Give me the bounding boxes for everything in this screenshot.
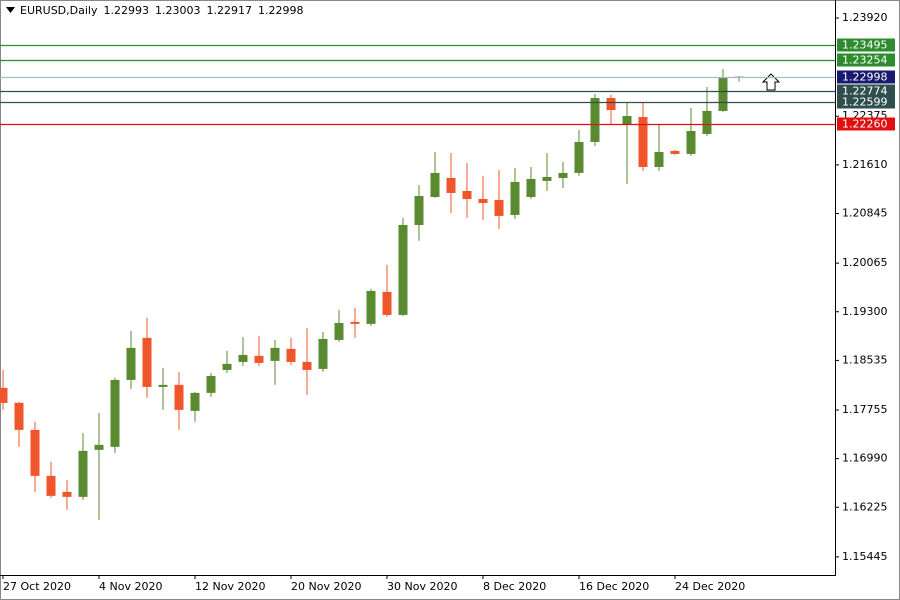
y-tick-label: 1.20845 <box>842 207 888 220</box>
candle-body <box>398 224 408 315</box>
candle-body <box>462 191 472 199</box>
candle-body <box>14 402 24 430</box>
candle-body <box>526 178 536 197</box>
candle-body <box>414 195 424 225</box>
candle-body <box>0 387 8 403</box>
menu-triangle <box>6 7 15 13</box>
candle-body <box>222 363 232 370</box>
candle-body <box>254 355 264 363</box>
candle-body <box>286 348 296 362</box>
y-tick-label: 1.18535 <box>842 353 888 366</box>
candle-body <box>158 384 168 387</box>
close: 1.22998 <box>257 4 304 17</box>
x-tick-label: 16 Dec 2020 <box>579 580 649 593</box>
candle-body <box>238 354 248 362</box>
candle-body <box>622 115 632 126</box>
level-label: 1.22599 <box>842 96 888 109</box>
x-tick-label: 8 Dec 2020 <box>483 580 546 593</box>
y-tick-label: 1.15445 <box>842 550 888 563</box>
level-label-bg <box>837 95 895 109</box>
x-tick-label: 12 Nov 2020 <box>195 580 265 593</box>
candle-body <box>702 110 712 134</box>
candle-body <box>718 76 728 111</box>
low: 1.22917 <box>206 4 252 17</box>
candle-body <box>382 291 392 315</box>
x-tick-label: 24 Dec 2020 <box>675 580 745 593</box>
candle-body <box>334 322 344 340</box>
x-tick-label: 30 Nov 2020 <box>387 580 457 593</box>
candle-body <box>174 384 184 410</box>
candle-body <box>574 141 584 173</box>
symbol: EURUSD,Daily <box>20 4 98 17</box>
candle-body <box>350 321 360 324</box>
open: 1.22993 <box>103 4 149 17</box>
candle-body <box>638 116 648 167</box>
level-label: 1.22774 <box>842 85 888 98</box>
candle-body <box>318 338 328 369</box>
candle-body <box>46 475 56 496</box>
candle-body <box>510 181 520 215</box>
y-tick-label: 1.23920 <box>842 11 888 24</box>
candle-body <box>62 491 72 497</box>
x-tick-label: 20 Nov 2020 <box>291 580 361 593</box>
y-tick-label: 1.17755 <box>842 403 888 416</box>
y-tick-label: 1.16225 <box>842 500 888 513</box>
candle-body <box>606 97 616 110</box>
candle-body <box>654 151 664 167</box>
candle-body <box>270 347 280 361</box>
candle-body <box>590 97 600 142</box>
level-label: 1.23495 <box>842 39 888 52</box>
y-tick-label: 1.21610 <box>842 158 888 171</box>
candle-body <box>142 337 152 387</box>
candle-body <box>558 172 568 178</box>
y-tick-label: 1.20065 <box>842 256 888 269</box>
level-label: 1.22998 <box>842 71 888 84</box>
level-label-bg <box>837 70 895 84</box>
level-label: 1.22260 <box>842 118 888 131</box>
x-tick-label: 4 Nov 2020 <box>99 580 162 593</box>
candle-body <box>126 347 136 380</box>
candle-body <box>110 379 120 447</box>
level-label-bg <box>837 53 895 67</box>
candle-body <box>430 172 440 197</box>
y-tick-label: 1.19300 <box>842 305 888 318</box>
candle-body <box>206 375 216 393</box>
candle-body <box>542 176 552 181</box>
candle-body <box>366 290 376 324</box>
level-label: 1.23254 <box>842 54 888 67</box>
header: EURUSD,Daily 1.22993 1.23003 1.22917 1.22998 <box>6 4 309 17</box>
buy-arrow <box>761 73 781 91</box>
high: 1.23003 <box>154 4 201 17</box>
x-tick-label: 27 Oct 2020 <box>3 580 71 593</box>
candle-body <box>446 177 456 193</box>
candle-body <box>494 199 504 216</box>
y-tick-label: 1.16990 <box>842 452 888 465</box>
candle-body <box>686 130 696 154</box>
level-label-bg <box>837 117 895 131</box>
candle-body <box>78 450 88 497</box>
candle-body <box>190 392 200 411</box>
candle-body <box>478 198 488 203</box>
candle-body <box>30 429 40 476</box>
candle-body <box>302 361 312 370</box>
candle-body <box>94 444 104 450</box>
candle-body <box>670 150 680 154</box>
level-label-bg <box>837 84 895 98</box>
level-label-bg <box>837 38 895 52</box>
